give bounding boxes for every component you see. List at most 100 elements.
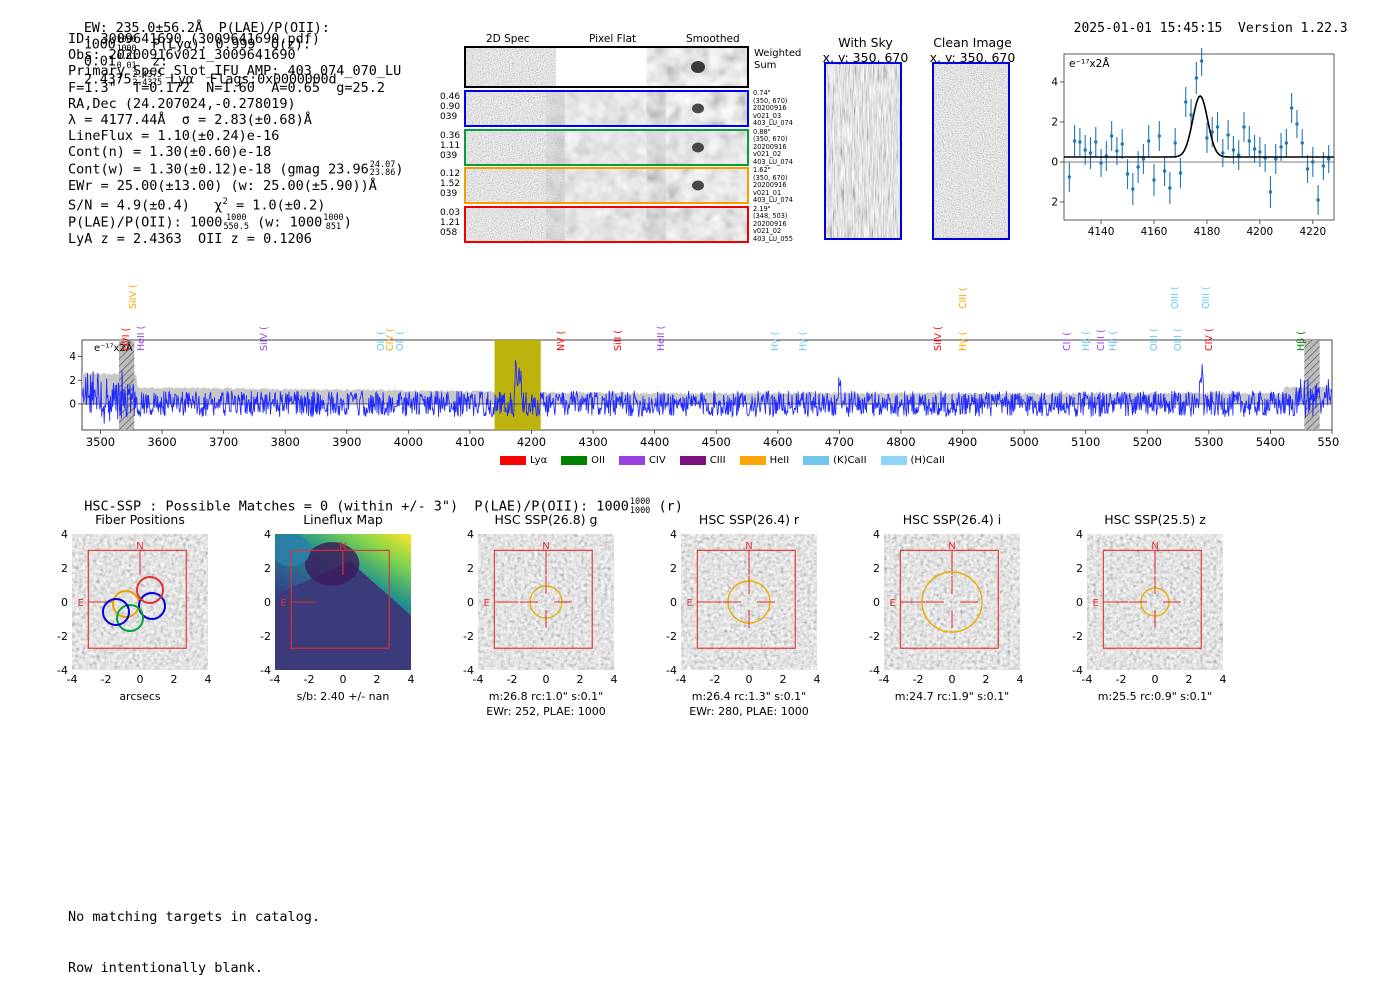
cutout-xtick: 4 xyxy=(1219,673,1227,686)
full-spectrum-xtick: 5300 xyxy=(1194,435,1223,449)
compass-north-label: N xyxy=(745,541,752,552)
hsc-plae-range: 1000 1000 xyxy=(629,497,651,516)
legend-swatch xyxy=(679,456,706,465)
strip-title-pixelflat: Pixel Flat xyxy=(589,33,637,45)
info-gmag-range: 24.07 23.86 xyxy=(369,159,396,179)
fiber-strip-image xyxy=(464,128,749,166)
header-version: Version 1.22.3 xyxy=(1238,21,1348,36)
cutout-ytick: 2 xyxy=(1076,562,1083,575)
zoom-plot-ytick: 2 xyxy=(1051,197,1058,209)
cutout-caption: s/b: 2.40 +/- nan xyxy=(241,690,445,703)
cutout-ytick: 2 xyxy=(873,562,880,575)
cutout-title: Lineflux Map xyxy=(303,512,383,527)
with-sky-image xyxy=(824,62,902,240)
cutout-xtick: -2 xyxy=(709,673,721,686)
emission-line-label: OII ( xyxy=(395,331,407,351)
cutout-caption: m:25.5 rc:0.9" s:0.1" xyxy=(1053,690,1257,703)
zoom-line-plot: e⁻¹⁷x2Å 4140 4160 4180 4200 4220 2 0 2 4 xyxy=(1042,48,1342,248)
full-spectrum-xtick: 3600 xyxy=(147,435,176,449)
fiber-strip-image xyxy=(464,205,749,243)
compass-north-label: N xyxy=(542,541,549,552)
emission-line-labels: SiIV (OVI (HeII (SiIV (OII (CIV (OII (NV… xyxy=(60,262,1340,352)
info-id: ID: 3009641690 (3009641690.pdf) xyxy=(68,31,320,47)
full-spectrum-xtick: 4800 xyxy=(886,435,915,449)
header-plya: P(Lyα): 0.999 xyxy=(152,36,256,53)
source-info-block: ID: 3009641690 (3009641690.pdf) Obs: 202… xyxy=(68,31,403,247)
cutout-xtick: -4 xyxy=(269,673,281,686)
zoom-plot-ytick: 2 xyxy=(1051,117,1058,129)
fiber-strip-left-labels: 0.12 1.52 039 xyxy=(440,169,461,200)
info-ewr: EWr = 25.00(±13.00) (w: 25.00(±5.90))Å xyxy=(68,177,377,194)
full-spectrum-units: e⁻¹⁷x2Å xyxy=(94,341,133,354)
cutout-ytick: -2 xyxy=(260,630,271,643)
compass-east-label: E xyxy=(77,598,83,609)
cutout-xtick: 0 xyxy=(136,673,144,686)
cutout-title: HSC SSP(26.4) i xyxy=(902,512,1002,527)
legend-label: (H)CaII xyxy=(910,455,945,466)
cutout-xtick: 2 xyxy=(982,673,990,686)
compass-north-label: N xyxy=(339,541,346,552)
zoom-plot-ytick: 0 xyxy=(1051,157,1058,169)
full-spectrum-xtick: 4600 xyxy=(763,435,792,449)
cutout-caption-line-1: m:25.5 rc:0.9" s:0.1" xyxy=(1097,690,1213,703)
cutout-caption: arcsecs xyxy=(38,690,242,703)
full-spectrum-xtick: 5400 xyxy=(1256,435,1285,449)
hsc-line-text: HSC-SSP : Possible Matches = 0 (within +… xyxy=(84,498,629,515)
cutout-ytick: -4 xyxy=(260,664,271,677)
zoom-plot-xtick: 4140 xyxy=(1088,226,1115,238)
cutout-ytick: 4 xyxy=(873,528,880,541)
fiber-strip-list: 0.46 0.90 039 0.74" (350, 670) 20200916 v021_0… xyxy=(440,89,840,245)
cutout-ytick: 2 xyxy=(61,562,68,575)
full-spectrum-xtick: 3800 xyxy=(271,435,300,449)
cutout-ytick: -2 xyxy=(869,630,880,643)
header-qz-value: 0.01 xyxy=(83,53,116,70)
full-spectrum-xtick: 4000 xyxy=(394,435,423,449)
cutout-ytick: -4 xyxy=(666,664,677,677)
cutout-xtick: 0 xyxy=(948,673,956,686)
cutout-ytick: 0 xyxy=(873,596,880,609)
footer-note: No matching targets in catalog. Row inte… xyxy=(68,875,320,994)
zoom-plot-xtick: 4200 xyxy=(1247,226,1274,238)
info-obs: Obs: 20200916v021_3009641690 xyxy=(68,47,296,64)
emission-line-label: OVI ( xyxy=(121,327,133,351)
with-sky-title: With Sky xyxy=(838,35,893,50)
cutout-ytick: 0 xyxy=(264,596,271,609)
full-spectrum-xtick: 4100 xyxy=(455,435,484,449)
fiber-strip-metadata: 1.62" (350, 670) 20200916 v021_01 403_LU_074 xyxy=(753,166,793,205)
header-flags: Flags:0x0000000d xyxy=(209,71,337,88)
header-qz-label: Q(z): xyxy=(271,36,311,53)
with-sky-subtitle: x, y: 350, 670 xyxy=(822,50,909,65)
cutout-ytick: -4 xyxy=(869,664,880,677)
spectrum-legend: Lyα OII CIV CIII HeII (K)CaII (H)CaII xyxy=(500,450,959,469)
cutout-row: Fiber Positions N E 4 2 0 -2 -4 -4 -2 0 2 4 arcsecs Li… xyxy=(57,512,1360,732)
compass-north-label: N xyxy=(1151,541,1158,552)
footer-line-1: No matching targets in catalog. xyxy=(68,909,320,925)
emission-line-label: OIII ( xyxy=(1170,286,1182,309)
cutout-ytick: 4 xyxy=(264,528,271,541)
cutout-ytick: -2 xyxy=(57,630,68,643)
strip-title-2dspec: 2D Spec xyxy=(486,33,530,45)
legend-label: OII xyxy=(591,455,605,466)
legend-label: HeII xyxy=(769,455,790,466)
compass-east-label: E xyxy=(280,598,286,609)
cutout-ytick: -2 xyxy=(1072,630,1083,643)
legend-swatch xyxy=(880,456,907,465)
cutout-ytick: 2 xyxy=(264,562,271,575)
cutout-y-axis: 4 2 0 -2 -4 xyxy=(456,528,476,677)
fiber-strip-metadata: 2.19" (348, 503) 20200916 v021_02 403_LU_055 xyxy=(753,204,793,243)
emission-line-label: Hβ ( xyxy=(1108,331,1120,351)
cutout-y-axis: 4 2 0 -2 -4 xyxy=(659,528,679,677)
emission-line-label: Hγ ( xyxy=(957,331,969,352)
cutout-xtick: 2 xyxy=(576,673,584,686)
clean-image-subtitle: x, y: 350, 670 xyxy=(929,50,1016,65)
cutout-title: HSC SSP(26.4) r xyxy=(698,512,800,527)
legend-swatch xyxy=(739,456,766,465)
emission-line-label: Hβ ( xyxy=(1296,331,1308,351)
info-seeing: F=1.3" T=0.172 N=1.60 A=0.65 g=25.2 xyxy=(68,79,385,96)
